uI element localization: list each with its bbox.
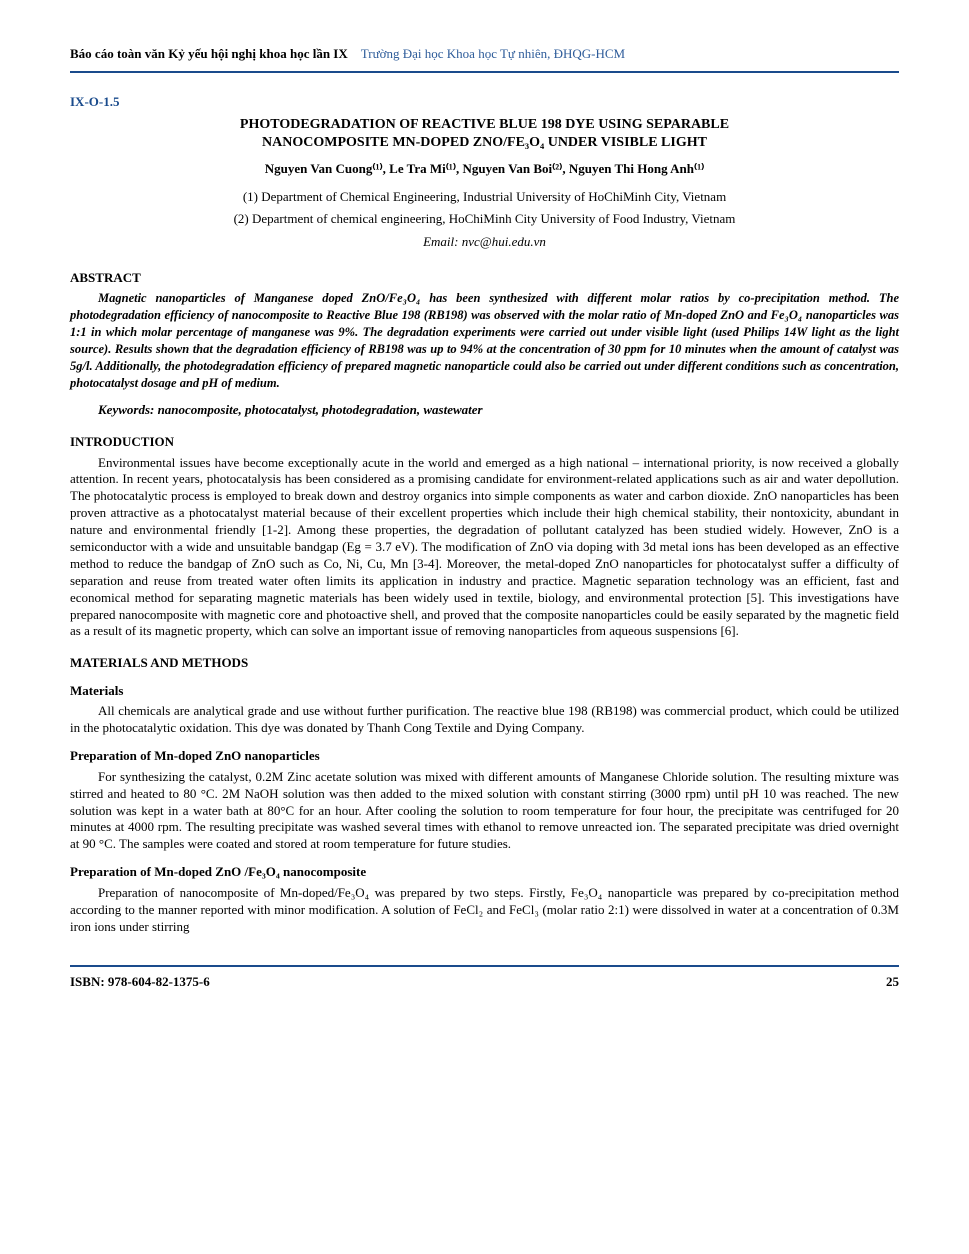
prep1-text: For synthesizing the catalyst, 0.2M Zinc… (70, 769, 899, 853)
isbn: ISBN: 978-604-82-1375-6 (70, 973, 210, 991)
paper-title: PHOTODEGRADATION OF REACTIVE BLUE 198 DY… (70, 116, 899, 152)
page-footer: ISBN: 978-604-82-1375-6 25 (70, 965, 899, 991)
page-header: Báo cáo toàn văn Kỷ yếu hội nghị khoa họ… (70, 45, 899, 73)
materials-text: All chemicals are analytical grade and u… (70, 703, 899, 737)
affiliation-2: (2) Department of chemical engineering, … (70, 210, 899, 228)
introduction-text: Environmental issues have become excepti… (70, 455, 899, 641)
abstract-text: Magnetic nanoparticles of Manganese dope… (70, 290, 899, 391)
keywords: Keywords: nanocomposite, photocatalyst, … (70, 401, 899, 419)
page-number: 25 (886, 973, 899, 991)
email: Email: nvc@hui.edu.vn (70, 233, 899, 251)
header-right: Trường Đại học Khoa học Tự nhiên, ĐHQG-H… (361, 46, 625, 61)
abstract-heading: ABSTRACT (70, 269, 899, 287)
prep1-heading: Preparation of Mn-doped ZnO nanoparticle… (70, 747, 899, 765)
prep2-text: Preparation of nanocomposite of Mn-doped… (70, 885, 899, 936)
affiliation-1: (1) Department of Chemical Engineering, … (70, 188, 899, 206)
title-line1: PHOTODEGRADATION OF REACTIVE BLUE 198 DY… (240, 117, 729, 132)
header-left: Báo cáo toàn văn Kỷ yếu hội nghị khoa họ… (70, 46, 348, 61)
section-code: IX-O-1.5 (70, 93, 899, 111)
methods-heading: MATERIALS AND METHODS (70, 654, 899, 672)
introduction-heading: INTRODUCTION (70, 433, 899, 451)
materials-heading: Materials (70, 682, 899, 700)
authors: Nguyen Van Cuong⁽¹⁾, Le Tra Mi⁽¹⁾, Nguye… (70, 160, 899, 178)
prep2-heading: Preparation of Mn-doped ZnO /Fe₃O₄ nanoc… (70, 863, 899, 881)
title-line2: NANOCOMPOSITE MN-DOPED ZNO/FE₃O₄ UNDER V… (262, 135, 707, 150)
